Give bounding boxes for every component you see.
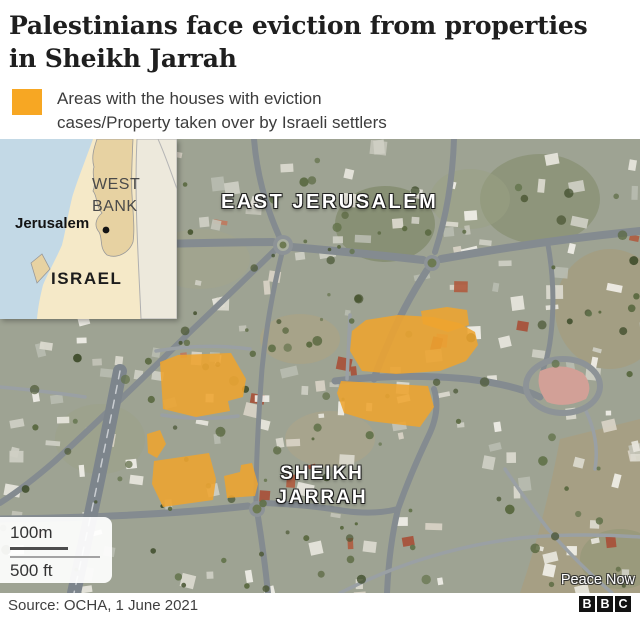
highlight-area xyxy=(160,353,246,417)
scale-imperial: 500 ft xyxy=(10,561,53,580)
title-line-1: Palestinians face eviction from properti… xyxy=(9,11,588,40)
highlight-areas xyxy=(147,307,478,507)
highlight-area xyxy=(152,453,216,507)
satellite-map: EAST JERUSALEM SHEIKH JARRAH Peace Now 1… xyxy=(0,139,640,593)
gaza-region xyxy=(30,253,51,284)
jordan-land xyxy=(135,139,177,319)
scale-bar-imperial xyxy=(10,556,100,558)
jerusalem-dot xyxy=(102,226,110,234)
legend-label: Areas with the houses with eviction case… xyxy=(57,87,387,134)
source-attribution: Source: OCHA, 1 June 2021 xyxy=(8,597,199,614)
title-line-2: in Sheikh Jarrah xyxy=(9,44,237,73)
bbc-logo-block: B xyxy=(579,596,595,612)
highlight-area xyxy=(147,430,166,458)
legend-label-line-2: cases/Property taken over by Israeli set… xyxy=(57,112,387,132)
legend-swatch xyxy=(12,89,42,115)
inset-canvas xyxy=(0,139,177,319)
legend-label-line-1: Areas with the houses with eviction xyxy=(57,89,322,108)
scale-box: 100m 500 ft xyxy=(0,517,112,583)
highlight-area xyxy=(337,381,434,427)
label-west-bank: WEST BANK xyxy=(92,176,141,215)
roundabouts xyxy=(249,235,440,517)
label-israel: ISRAEL xyxy=(51,269,123,288)
label-sheikh-jarrah: SHEIKH JARRAH xyxy=(276,463,368,508)
bbc-logo-block: C xyxy=(615,596,631,612)
scale-metric: 100m xyxy=(10,523,53,542)
label-east-jerusalem: EAST JERUSALEM xyxy=(221,191,439,213)
locator-inset-map: WEST BANK Jerusalem ISRAEL xyxy=(0,139,177,319)
map-credit: Peace Now xyxy=(560,572,635,588)
bbc-logo-block: B xyxy=(597,596,613,612)
bbc-logo: B B C xyxy=(579,596,631,612)
page-title: Palestinians face eviction from properti… xyxy=(0,0,640,75)
highlight-area xyxy=(224,463,258,498)
border-line xyxy=(157,139,177,190)
header: Palestinians face eviction from properti… xyxy=(0,0,640,139)
highlight-area xyxy=(350,315,478,374)
plaza-compound xyxy=(538,366,590,405)
legend: Areas with the houses with eviction case… xyxy=(0,87,640,134)
label-jerusalem: Jerusalem xyxy=(15,215,90,232)
footer: Source: OCHA, 1 June 2021 B B C xyxy=(0,593,640,620)
west-bank-region xyxy=(92,139,135,257)
scale-bar-metric xyxy=(10,547,68,550)
